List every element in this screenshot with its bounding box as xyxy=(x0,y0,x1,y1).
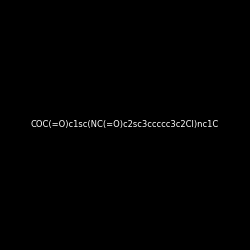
Text: COC(=O)c1sc(NC(=O)c2sc3ccccc3c2Cl)nc1C: COC(=O)c1sc(NC(=O)c2sc3ccccc3c2Cl)nc1C xyxy=(31,120,219,130)
